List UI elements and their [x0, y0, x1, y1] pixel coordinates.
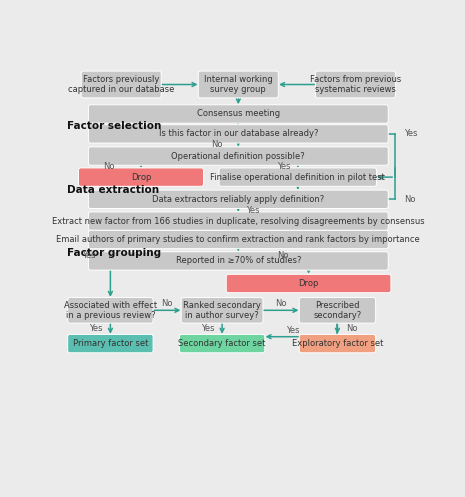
Text: Factors from previous
systematic reviews: Factors from previous systematic reviews [310, 75, 401, 94]
Text: No: No [275, 299, 287, 308]
Text: No: No [161, 299, 173, 308]
Text: Yes: Yes [82, 250, 95, 260]
Text: Prescribed
secondary?: Prescribed secondary? [313, 301, 362, 320]
FancyBboxPatch shape [88, 212, 388, 230]
FancyBboxPatch shape [299, 298, 376, 323]
Text: No: No [211, 141, 222, 150]
Text: No: No [278, 250, 289, 260]
Text: Is this factor in our database already?: Is this factor in our database already? [159, 129, 318, 138]
FancyBboxPatch shape [81, 71, 161, 98]
FancyBboxPatch shape [299, 334, 376, 353]
FancyBboxPatch shape [79, 168, 204, 186]
Text: Email authors of primary studies to confirm extraction and rank factors by impor: Email authors of primary studies to conf… [56, 235, 420, 244]
FancyBboxPatch shape [88, 105, 388, 123]
FancyBboxPatch shape [88, 252, 388, 270]
FancyBboxPatch shape [88, 125, 388, 143]
FancyBboxPatch shape [68, 334, 153, 353]
FancyBboxPatch shape [219, 168, 377, 186]
Text: Consensus meeting: Consensus meeting [197, 109, 280, 118]
Text: No: No [404, 195, 416, 204]
Text: Factor grouping: Factor grouping [67, 248, 161, 258]
Text: Internal working
survey group: Internal working survey group [204, 75, 272, 94]
Text: Yes: Yes [89, 324, 103, 333]
Text: Yes: Yes [201, 324, 214, 333]
Text: Exploratory factor set: Exploratory factor set [292, 339, 383, 348]
Text: Operational definition possible?: Operational definition possible? [172, 152, 305, 161]
FancyBboxPatch shape [181, 298, 263, 323]
Text: Data extraction: Data extraction [67, 185, 159, 195]
FancyBboxPatch shape [88, 190, 388, 209]
Text: Secondary factor set: Secondary factor set [179, 339, 266, 348]
FancyBboxPatch shape [198, 71, 279, 98]
Text: Associated with effect
in a previous review?: Associated with effect in a previous rev… [64, 301, 157, 320]
Text: Yes: Yes [246, 206, 259, 215]
Text: Drop: Drop [131, 172, 151, 181]
Text: Primary factor set: Primary factor set [73, 339, 148, 348]
Text: Factor selection: Factor selection [67, 121, 161, 131]
FancyBboxPatch shape [226, 274, 391, 293]
Text: No: No [103, 162, 114, 171]
Text: Ranked secondary
in author survey?: Ranked secondary in author survey? [183, 301, 261, 320]
FancyBboxPatch shape [315, 71, 395, 98]
Text: Finalise operational definition in pilot test: Finalise operational definition in pilot… [210, 172, 385, 181]
Text: Yes: Yes [286, 327, 299, 335]
FancyBboxPatch shape [88, 230, 388, 248]
Text: Yes: Yes [277, 162, 290, 171]
FancyBboxPatch shape [179, 334, 265, 353]
Text: Reported in ≥70% of studies?: Reported in ≥70% of studies? [176, 256, 301, 265]
Text: No: No [346, 324, 358, 333]
Text: Data extractors reliably apply definition?: Data extractors reliably apply definitio… [152, 195, 325, 204]
Text: Drop: Drop [299, 279, 319, 288]
FancyBboxPatch shape [68, 298, 153, 323]
Text: Yes: Yes [404, 129, 418, 138]
FancyBboxPatch shape [88, 147, 388, 166]
Text: Factors previously
captured in our database: Factors previously captured in our datab… [68, 75, 174, 94]
Text: Extract new factor from 166 studies in duplicate, resolving disagreements by con: Extract new factor from 166 studies in d… [52, 217, 425, 226]
